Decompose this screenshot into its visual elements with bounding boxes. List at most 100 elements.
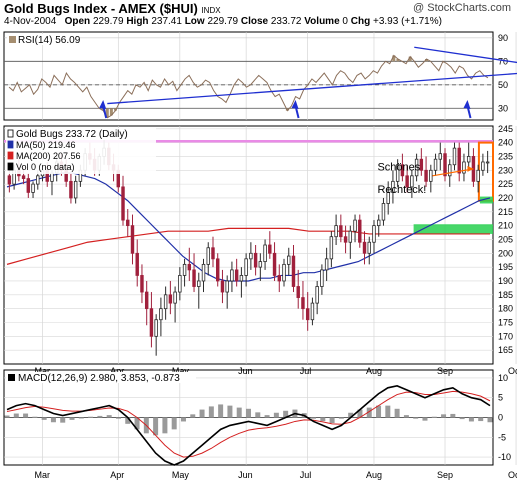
macd-histogram-bar [199,409,205,418]
rsi-legend: RSI(14) 56.09 [18,35,81,46]
macd-histogram-bar [153,417,159,436]
price-legend-entry: Gold Bugs 233.72 (Daily) [16,129,128,140]
macd-histogram-bar [320,417,326,422]
title-text: Gold Bugs Index - AMEX ($HUI) [4,1,198,16]
low-value: 229.79 [207,16,239,27]
candle-body [291,255,296,287]
price-legend-swatch [7,151,14,160]
candle-body [249,252,253,260]
price-month-label: Jul [300,366,312,376]
candle-body [234,269,239,282]
annotation-line-2: Rechteck! [377,184,426,196]
macd-histogram-bar [218,404,224,418]
candle-body [277,275,281,282]
candle-body [400,164,405,177]
candle-body [268,244,272,254]
macd-histogram-bar [468,417,474,422]
candle-body [452,147,457,166]
rsi-tick-label: 90 [498,33,508,43]
macd-histogram-bar [478,417,484,422]
candle-body [225,280,229,293]
macd-histogram-bar [69,417,75,420]
rsi-arrow-head [291,100,299,109]
candle-body [26,178,31,193]
green-band-upper [479,196,493,204]
rsi-support-trendline [107,72,517,105]
candle-body [239,275,244,282]
candle-body [438,153,442,160]
macd-histogram-bar [431,416,437,418]
candle-body [443,153,447,177]
macd-histogram-bar [338,417,344,419]
price-tick-label: 200 [498,248,513,258]
macd-histogram-bar [88,416,94,418]
macd-histogram-bar [115,417,121,419]
candle-body [206,247,210,265]
candle-body [182,263,187,276]
price-month-label: May [172,366,190,376]
volume-value: 0 [342,16,348,27]
candle-body [334,225,338,238]
candle-body [485,161,490,164]
price-month-label: Jun [238,366,253,376]
macd-histogram-bar [459,417,465,420]
chg-label: Chg [350,16,371,27]
chart-title: Gold Bugs Index - AMEX ($HUI) INDX [4,1,221,16]
candle-body [405,175,409,188]
close-value: 233.72 [270,16,302,27]
macd-histogram-bar [23,413,29,418]
candle-body [324,258,329,271]
annotation-arrow-shaft [432,168,474,177]
candle-body [36,175,40,185]
high-value: 237.41 [151,16,182,27]
macd-histogram-bar [255,412,261,418]
annotation-arrow-head [467,165,474,172]
macd-histogram-bar [441,414,447,418]
candle-body [163,294,168,310]
price-tick-label: 240 [498,138,513,148]
rsi-arrow-head [99,100,107,109]
price-tick-label: 235 [498,151,513,161]
candle-body [301,297,305,310]
quote-date: 4-Nov-2004 [4,16,57,27]
candle-body [154,319,158,337]
price-month-label: Sep [437,366,453,376]
macd-histogram-bar [394,408,400,418]
watermark: @ StockCharts.com [413,2,511,14]
candle-body [419,158,424,171]
candle-body [362,241,367,254]
macd-histogram-bar [41,417,47,420]
macd-tick-label: -10 [498,452,511,462]
candle-body [305,308,310,321]
macd-histogram-bar [190,414,196,418]
candle-body [230,269,234,282]
macd-histogram-bar [97,415,103,418]
candle-body [258,261,263,268]
candle-body [377,219,381,227]
macd-histogram-bar [273,412,279,418]
candle-body [462,161,466,174]
rsi-tick-label: 50 [498,80,508,90]
candle-body [372,225,376,243]
macd-histogram-bar [180,417,186,422]
macd-histogram-bar [236,407,242,418]
macd-tick-label: 10 [498,373,508,383]
price-tick-label: 185 [498,290,513,300]
candle-body [391,180,395,193]
macd-histogram-bar [357,409,363,418]
ma200-line [6,227,490,265]
macd-histogram-bar [366,407,372,418]
price-tick-label: 210 [498,221,513,231]
candle-body [272,252,277,276]
open-value: 229.79 [92,16,124,27]
rsi-line [8,54,489,119]
candle-body [220,280,225,293]
price-tick-label: 220 [498,193,513,203]
candle-body [339,225,343,238]
candle-body [481,161,485,171]
price-legend-bg [6,128,156,174]
macd-legend: MACD(12,26,9) 2.980, 3.853, -0.873 [18,373,180,384]
candle-body [73,180,78,199]
macd-month-label: Mar [35,470,51,480]
